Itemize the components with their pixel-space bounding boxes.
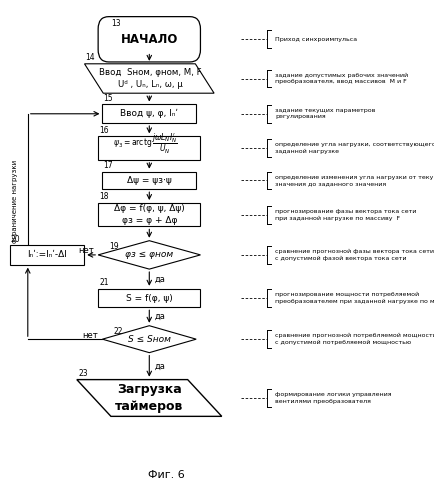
FancyBboxPatch shape [102,104,196,123]
Text: S ≤ Sном: S ≤ Sном [128,334,170,344]
Text: Iₙʹ:=Iₙʹ-ΔI: Iₙʹ:=Iₙʹ-ΔI [27,250,67,260]
Text: 17: 17 [103,161,113,170]
Text: Приход синхроимпульса: Приход синхроимпульса [274,37,356,42]
Text: прогнозирование мощности потребляемой
преобразователем при заданной нагрузке по : прогнозирование мощности потребляемой пр… [274,292,434,304]
Text: сравнение прогнозной фазы вектора тока сети
с допустимой фазой вектора тока сети: сравнение прогнозной фазы вектора тока с… [274,249,433,261]
Text: сравнение прогнозной потребляемой мощности
с допустимой потребляемой мощностью: сравнение прогнозной потребляемой мощнос… [274,334,434,345]
Text: Фиг. 6: Фиг. 6 [148,470,184,480]
Text: 15: 15 [103,94,113,103]
Text: 20: 20 [11,234,20,244]
Text: 23: 23 [78,369,88,378]
Text: нет: нет [78,246,94,256]
Polygon shape [84,64,214,93]
Polygon shape [98,240,200,269]
Text: задание допустимых рабочих значений
преобразователя, ввод массивов  M и F: задание допустимых рабочих значений прео… [274,72,407,85]
FancyBboxPatch shape [98,136,200,160]
FancyBboxPatch shape [10,245,84,264]
Text: 16: 16 [99,126,109,135]
Text: формирование логики управления
вентилями преобразователя: формирование логики управления вентилями… [274,392,391,404]
Polygon shape [77,380,221,416]
Text: нет: нет [82,331,98,340]
Text: определение изменения угла нагрузки от текущего
значения до заданного значения: определение изменения угла нагрузки от т… [274,174,434,186]
Text: Δφ = f(φ, ψ, Δψ)
φз = φ + Δφ: Δφ = f(φ, ψ, Δψ) φз = φ + Δφ [114,204,184,225]
Text: НАЧАЛО: НАЧАЛО [120,33,178,46]
Text: 14: 14 [85,54,95,62]
Text: 22: 22 [113,327,122,336]
Text: прогнозирование фазы вектора тока сети
при заданной нагрузке по массиву  F: прогнозирование фазы вектора тока сети п… [274,209,415,220]
Text: S = f(φ, ψ): S = f(φ, ψ) [125,294,172,302]
Text: да: да [154,312,165,321]
Text: 21: 21 [99,278,108,287]
Text: задание текущих параметров
регулирования: задание текущих параметров регулирования [274,108,375,120]
Text: 18: 18 [99,192,108,202]
Text: определение угла нагрузки, соответствующего
заданной нагрузке: определение угла нагрузки, соответствующ… [274,142,434,154]
Text: да: да [154,362,165,370]
Polygon shape [102,326,196,352]
Text: $\psi_3 = \mathrm{arctg}\,\dfrac{j\omega L_N I_N^{\prime}}{U_N}$: $\psi_3 = \mathrm{arctg}\,\dfrac{j\omega… [112,132,177,156]
Text: Ввод  Sном, φном, M, F
Uᵈ , Uₙ, Lₙ, ω, μ: Ввод Sном, φном, M, F Uᵈ , Uₙ, Lₙ, ω, μ [99,68,201,89]
Text: 13: 13 [111,19,120,28]
FancyBboxPatch shape [102,172,196,189]
FancyBboxPatch shape [98,203,200,226]
Text: 19: 19 [108,242,118,251]
FancyBboxPatch shape [98,288,200,308]
Text: Загрузка
таймеров: Загрузка таймеров [115,383,183,413]
Text: Δψ = ψз⋅ψ: Δψ = ψз⋅ψ [127,176,171,185]
Text: ограничение нагрузки: ограничение нагрузки [12,160,18,242]
Text: φз ≤ φном: φз ≤ φном [125,250,173,260]
FancyBboxPatch shape [98,16,200,62]
Text: да: да [154,274,165,283]
Text: Ввод ψ, φ, Iₙʹ: Ввод ψ, φ, Iₙʹ [120,109,178,118]
